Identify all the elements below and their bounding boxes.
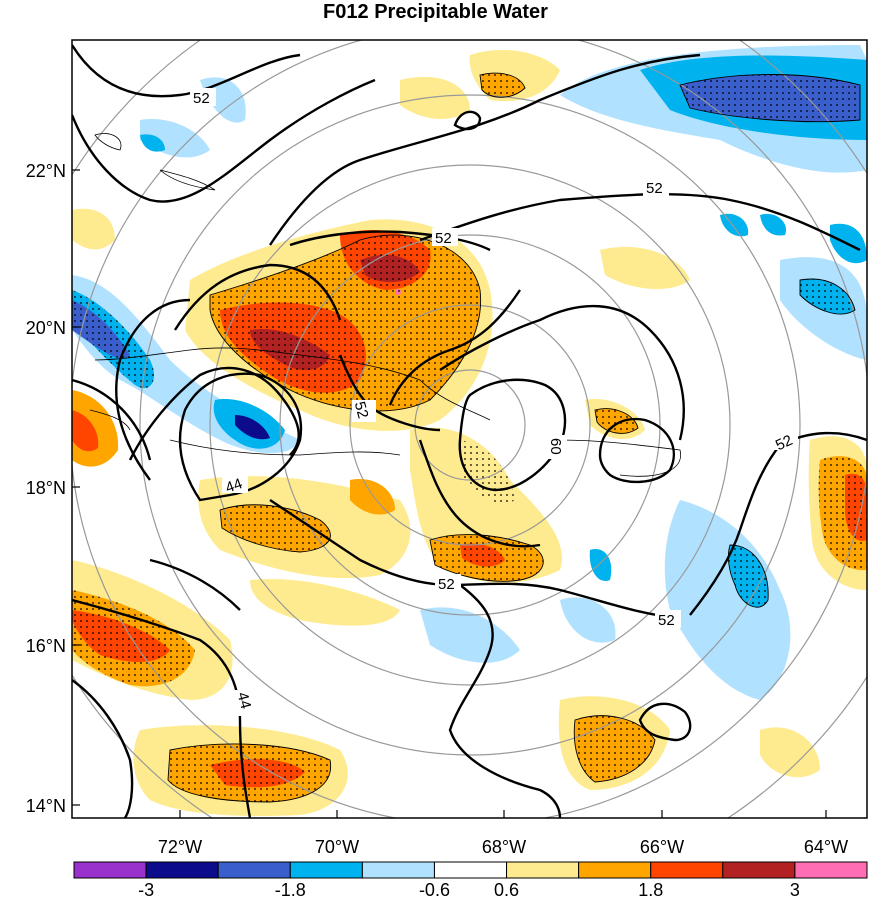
colorbar-swatch [217,861,291,879]
contour-label-group: 52 52 52 52 52 52 52 60 44 44 [190,88,798,716]
map-title: F012 Precipitable Water [323,1,548,23]
colorbar-swatch [73,861,147,879]
colorbar-swatch [722,861,796,879]
contour-label: 52 [438,576,455,593]
lon-label: 70°W [315,837,359,857]
lat-label: 22°N [26,161,66,181]
contour-label: 52 [435,230,452,247]
lat-label: 20°N [26,318,66,338]
contour-label: 52 [193,90,210,107]
contour-label: 44 [223,475,244,497]
significance-outlines [167,72,861,803]
colorbar-swatch [578,861,652,879]
colorbar-swatch [289,861,363,879]
contour-label: 52 [646,180,663,197]
lat-label: 14°N [26,796,66,816]
lon-label: 66°W [640,837,684,857]
colorbar-swatch [361,861,435,879]
colorbar-swatch [650,861,724,879]
lat-label: 18°N [26,478,66,498]
significance-stipple [72,73,867,802]
contour-label: 52 [773,432,795,454]
lon-label: 64°W [804,837,848,857]
colorbar-label: -1.8 [275,880,306,900]
colorbar-swatch [433,861,508,879]
contour-label: 52 [658,612,675,629]
lat-label: 16°N [26,636,66,656]
longitude-axis: 72°W 70°W 68°W 66°W 64°W [158,810,848,857]
colorbar-label: 0.6 [494,880,519,900]
contour-label: 44 [233,690,254,711]
latitude-axis: 22°N 20°N 18°N 16°N 14°N [26,161,80,816]
colorbar-swatch [794,861,868,879]
colorbar-label: 1.8 [638,880,663,900]
lon-label: 68°W [482,837,526,857]
colorbar-label: -0.6 [419,880,450,900]
contour-label: 52 [351,400,372,421]
colorbar-label: -3 [138,880,154,900]
plot-frame [71,39,868,819]
pw-contours [72,44,867,818]
colorbar-swatch [145,861,219,879]
colorbar-label: 3 [790,880,800,900]
lon-label: 72°W [158,837,202,857]
colorbar-swatch [506,861,580,879]
colorbar: -3 -1.8 -0.6 0.6 1.8 3 [73,861,868,900]
contour-label: 60 [547,438,564,455]
